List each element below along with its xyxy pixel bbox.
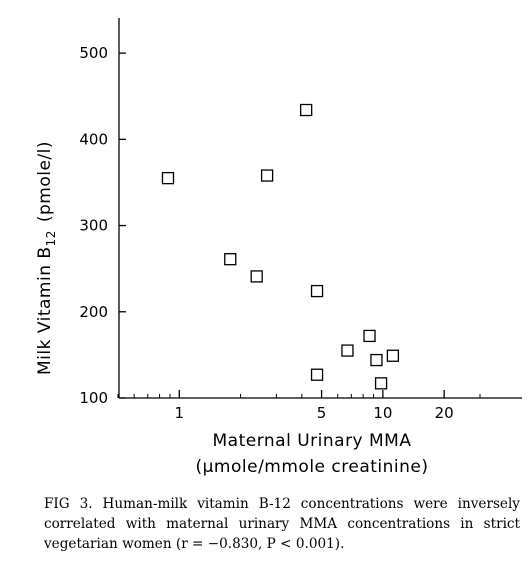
data-point [374,377,388,390]
x-tick-label: 10 [373,404,392,422]
x-tick-label: 1 [175,404,185,422]
x-axis-units: (μmole/mmole creatinine) [195,457,428,477]
x-axis-title: Maternal Urinary MMA [213,431,412,451]
y-tick-label: 100 [79,389,108,407]
y-axis-title-units: (pmole/l) [35,141,55,222]
y-tick-label: 500 [79,44,108,62]
axes [118,18,522,399]
x-tick-label: 5 [317,404,327,422]
y-axis-title-main: Milk Vitamin B [35,246,55,375]
data-points [161,103,400,390]
y-tick-label: 300 [79,217,108,235]
axis-ticks: 100 200 300 400 500 1 5 10 20 [79,44,481,422]
data-point [224,253,237,266]
data-point [310,284,324,298]
y-axis-title: Milk Vitamin B12 (pmole/l) [35,141,58,375]
y-axis-title-subscript: 12 [44,230,58,246]
data-point [310,368,324,381]
figure-caption: FIG 3. Human-milk vitamin B-12 concentra… [44,496,520,552]
data-point [250,270,263,283]
data-point [161,171,175,185]
data-point [260,169,274,182]
x-tick-label: 20 [435,404,454,422]
data-point [363,329,376,343]
y-tick-label: 400 [79,130,108,148]
data-point [370,353,383,367]
data-point [386,349,400,362]
y-tick-label: 200 [79,303,108,321]
data-point [341,344,354,357]
data-point [300,103,313,117]
